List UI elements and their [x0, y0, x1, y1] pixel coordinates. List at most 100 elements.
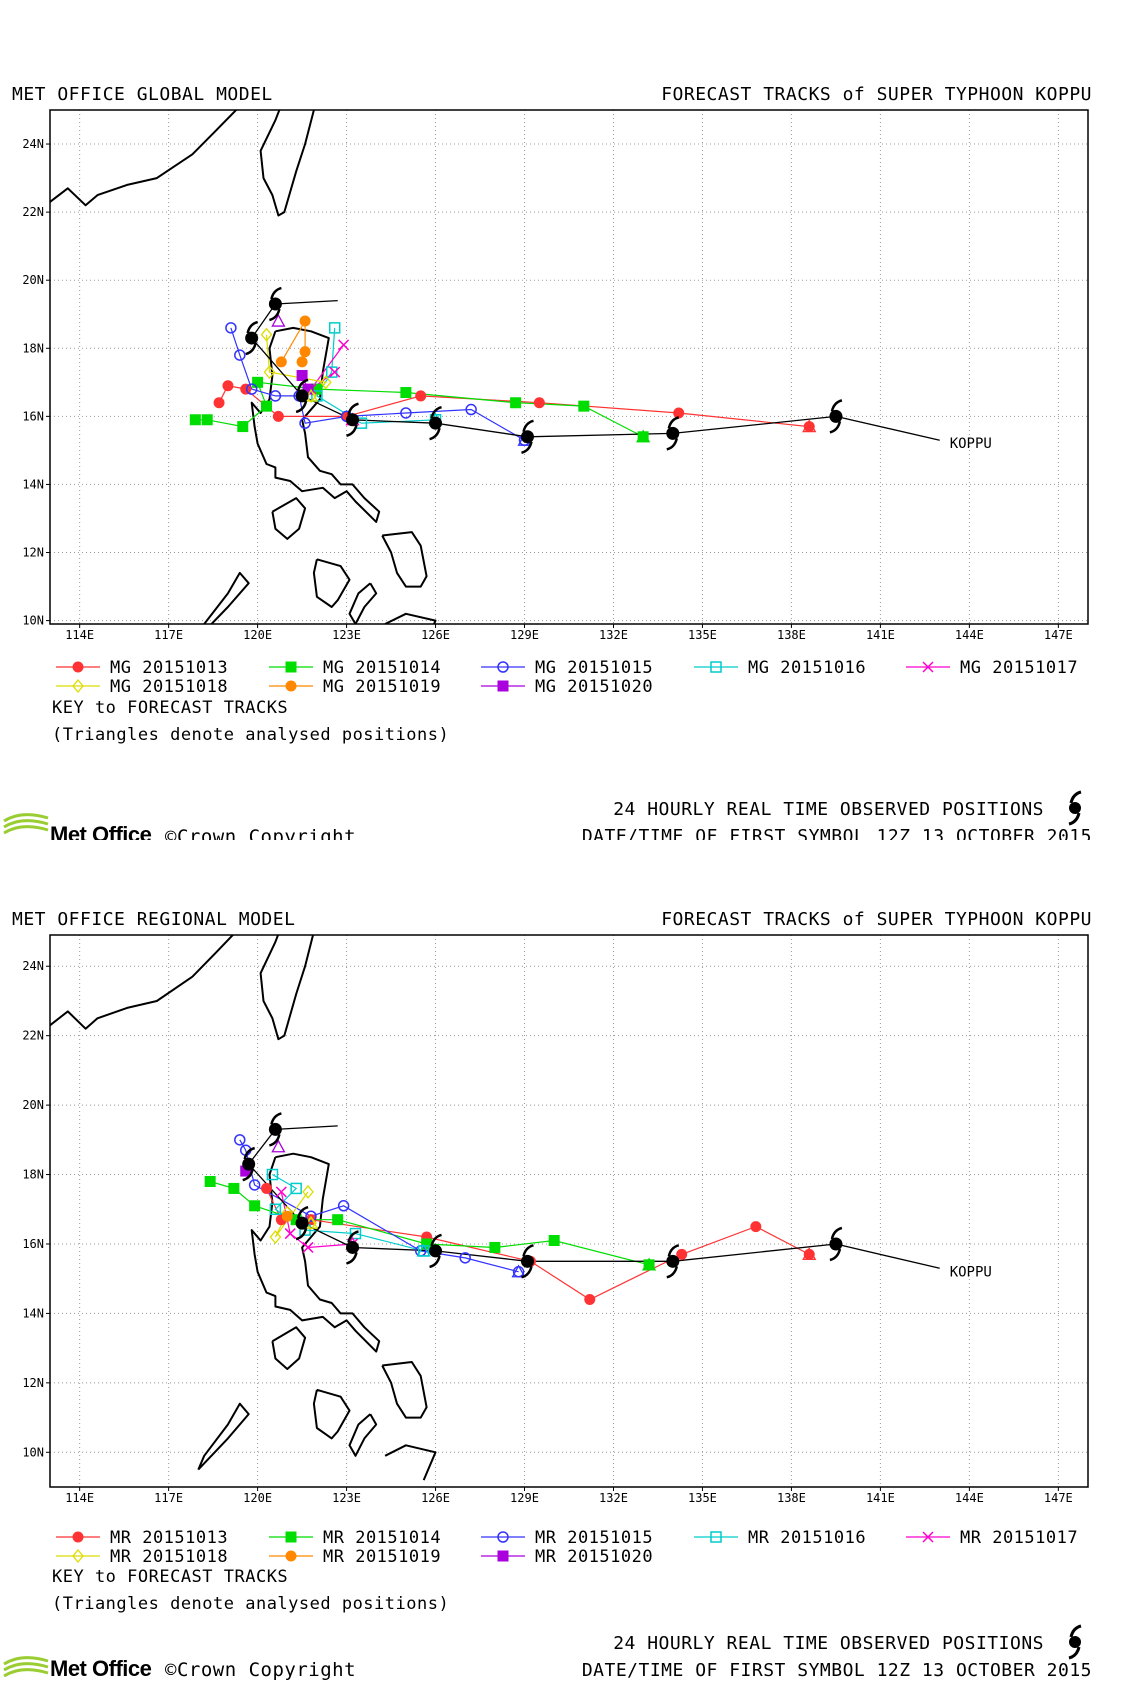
- coastline: [50, 935, 235, 1030]
- track-point: [319, 375, 332, 390]
- observed-track-line: [275, 299, 338, 305]
- first-symbol-datetime: DATE/TIME OF FIRST SYMBOL 12Z 13 OCTOBER…: [582, 826, 1092, 840]
- coastline: [312, 558, 351, 608]
- legend-swatch: [481, 1550, 525, 1562]
- track-point: [305, 1210, 317, 1222]
- track-point: [325, 366, 338, 378]
- coastline: [250, 326, 381, 523]
- track-point: [272, 410, 284, 422]
- legend-marker: [497, 661, 509, 673]
- track-point: [281, 1210, 293, 1222]
- legend-label-5: MR 20151018: [110, 1547, 228, 1567]
- track-point: [400, 407, 412, 419]
- legend-marker: [922, 1531, 934, 1543]
- copyright: ©Crown Copyright: [165, 826, 356, 840]
- coastline: [259, 935, 315, 1041]
- legend-swatch: [269, 680, 313, 692]
- x-tick-label: 144E: [955, 1491, 984, 1505]
- y-tick-label: 20N: [22, 1098, 44, 1112]
- plot-frame: [49, 109, 1089, 625]
- track-point: [189, 414, 201, 426]
- x-tick-label: 123E: [332, 628, 361, 642]
- legend-swatch: [269, 1531, 313, 1543]
- y-tick-label: 22N: [22, 205, 44, 219]
- y-tick-label: 16N: [22, 409, 44, 423]
- x-tick-label: 147E: [1044, 1491, 1073, 1505]
- coastline: [384, 612, 437, 624]
- observed-position-marker: [295, 378, 309, 414]
- x-tick-label: 135E: [688, 628, 717, 642]
- track-point: [803, 1248, 815, 1260]
- track-point: [299, 417, 311, 429]
- legend-marker: [285, 680, 297, 692]
- legend-label-4: MR 20151017: [960, 1528, 1078, 1548]
- legend-swatch: [56, 1531, 100, 1543]
- track-line: [239, 1139, 519, 1273]
- track-point: [240, 1165, 252, 1177]
- x-tick-label: 117E: [154, 1491, 183, 1505]
- track-point: [533, 397, 545, 409]
- track-point: [240, 383, 252, 395]
- track-point: [349, 1227, 362, 1240]
- forecast-tracks: [189, 286, 940, 454]
- observed-position-marker: [268, 286, 282, 322]
- track-point: [204, 1175, 216, 1187]
- coastline: [384, 1444, 437, 1481]
- met-office-logo: Met Office: [3, 813, 152, 847]
- y-tick-label: 22N: [22, 1029, 44, 1043]
- track-point: [578, 400, 590, 412]
- observed-positions-label: 24 HOURLY REAL TIME OBSERVED POSITIONS: [613, 1633, 1044, 1654]
- coastline: [381, 1361, 428, 1419]
- legend-label-0: MR 20151013: [110, 1528, 228, 1548]
- model-label: MET OFFICE GLOBAL MODEL: [12, 84, 273, 105]
- track-point: [510, 397, 522, 409]
- y-tick-label: 16N: [22, 1237, 44, 1251]
- track-line: [195, 381, 644, 438]
- track-point: [311, 383, 323, 395]
- legend-label-1: MR 20151014: [323, 1528, 441, 1548]
- y-tick-label: 24N: [22, 137, 44, 151]
- observed-position-marker: [295, 1205, 309, 1241]
- analysed-position-triangle: [636, 429, 651, 443]
- coastlines: [50, 110, 437, 624]
- legend-swatch: [481, 1531, 525, 1543]
- observed-position-marker: [242, 1146, 256, 1182]
- track-point: [637, 431, 649, 443]
- gridlines: [46, 935, 1088, 1491]
- observed-track-line: [835, 415, 940, 441]
- x-tick-label: 132E: [599, 628, 628, 642]
- plot-area: 114E 117E 120E 123E 126E 129E 132E 135E 138E 141E…: [22, 109, 1089, 642]
- key-title: KEY to FORECAST TRACKS: [52, 1567, 288, 1587]
- x-tick-label: 114E: [65, 628, 94, 642]
- track-point: [237, 421, 249, 433]
- y-tick-label: 24N: [22, 959, 44, 973]
- legend-swatch: [56, 1548, 100, 1564]
- observed-position-marker: [268, 1112, 282, 1147]
- y-tick-label: 18N: [22, 341, 44, 355]
- track-point: [296, 370, 308, 382]
- met-office-logo: Met Office: [3, 1656, 152, 1681]
- track-point: [302, 1184, 314, 1199]
- legend-label-3: MR 20151016: [748, 1528, 866, 1548]
- track-point: [201, 414, 213, 426]
- track-point: [750, 1221, 762, 1233]
- legend-marker: [72, 1531, 84, 1543]
- key-note: (Triangles denote analysed positions): [52, 725, 449, 745]
- legend-label-5: MG 20151018: [110, 677, 228, 697]
- observed-position-marker: [245, 320, 259, 356]
- observed-position-marker: [666, 1244, 680, 1279]
- track-line: [316, 327, 436, 424]
- observed-position-marker: [346, 402, 360, 437]
- legend-swatch: [906, 1531, 950, 1543]
- chart-title: FORECAST TRACKS of SUPER TYPHOON KOPPU: [661, 84, 1092, 105]
- legend-label-2: MG 20151015: [535, 658, 653, 678]
- global-model-panel: MET OFFICE GLOBAL MODEL FORECAST TRACKS …: [0, 0, 1130, 848]
- observed-position-marker: [346, 1230, 360, 1265]
- legend: MR 20151013 MR 20151014 MR 20151015 MR 2…: [56, 1528, 1078, 1567]
- track-point: [248, 1179, 261, 1191]
- x-tick-label: 114E: [65, 1491, 94, 1505]
- track-point: [275, 1186, 287, 1198]
- track-point: [302, 1241, 314, 1253]
- track-point: [338, 339, 350, 351]
- track-point: [266, 1168, 279, 1181]
